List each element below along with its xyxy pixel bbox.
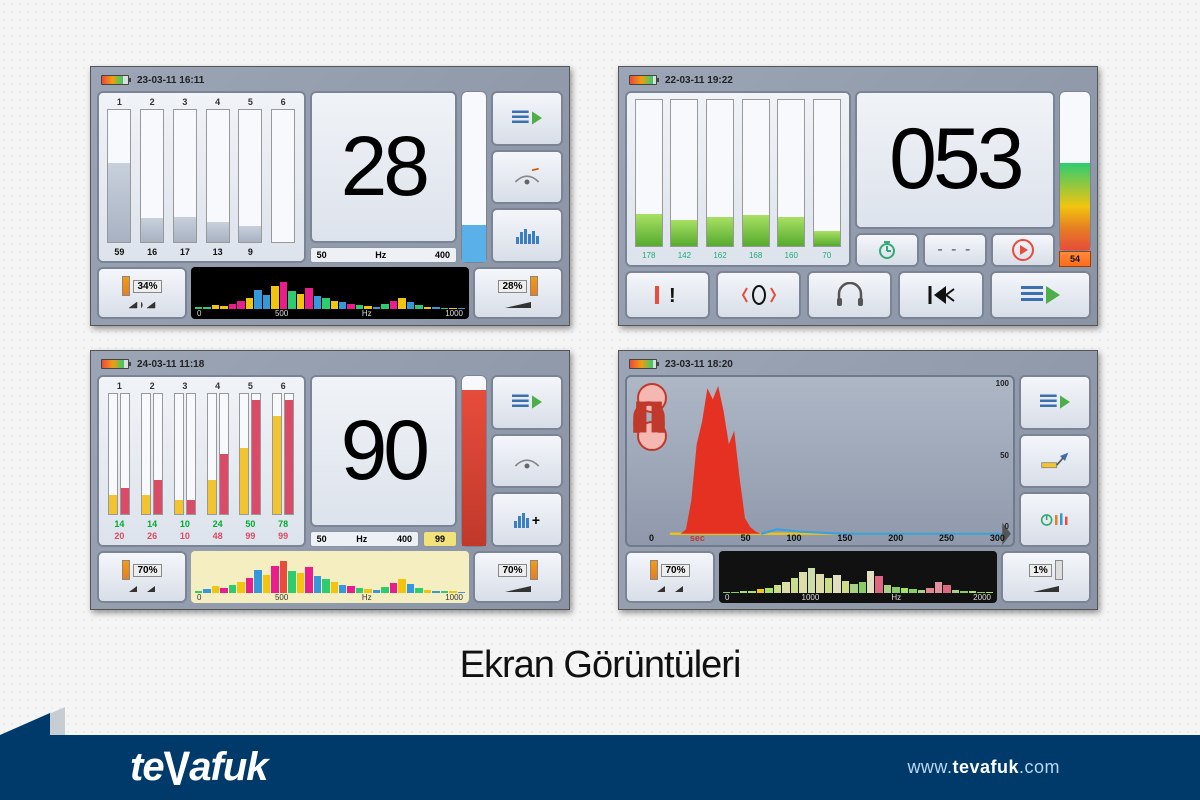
left-volume-button[interactable]: 70% xyxy=(625,551,715,603)
timestamp: 22-03-11 19:22 xyxy=(665,75,733,86)
level-meter xyxy=(461,375,487,547)
sensor-button[interactable] xyxy=(491,150,563,205)
level-meter xyxy=(1059,91,1091,251)
hz-range: 50 Hz 400 xyxy=(310,247,457,263)
alert-button[interactable]: ! xyxy=(625,271,710,319)
hz-range: 50Hz400 xyxy=(310,531,419,547)
device-screen-4: 23-03-11 18:20 100500 0 xyxy=(618,350,1098,610)
topbar: 23-03-11 16:11 xyxy=(97,73,563,87)
play-button[interactable] xyxy=(991,233,1055,267)
menu-button[interactable] xyxy=(1019,375,1091,430)
battery-icon xyxy=(629,359,657,369)
timestamp: 24-03-11 11:18 xyxy=(137,359,204,370)
main-reading: 90 xyxy=(310,375,457,527)
spectrum-display: 0500Hz1000 xyxy=(191,267,469,319)
right-volume-button[interactable]: 28% xyxy=(473,267,563,319)
spectrum-display: 01000Hz2000 xyxy=(719,551,997,603)
menu-button[interactable] xyxy=(491,91,563,146)
topbar: 22-03-11 19:22 xyxy=(625,73,1091,87)
topbar: 23-03-11 18:20 xyxy=(625,357,1091,371)
side-buttons xyxy=(1019,375,1091,547)
topbar: 24-03-11 11:18 xyxy=(97,357,563,371)
headphones-button[interactable] xyxy=(807,271,892,319)
skip-back-button[interactable] xyxy=(898,271,983,319)
bars-panel: 123456 141410245078 202610489999 xyxy=(97,375,306,547)
device-screen-1: 23-03-11 16:11 123456 591617139 28 50 Hz… xyxy=(90,66,570,326)
timer-button[interactable] xyxy=(855,233,919,267)
menu-back-button[interactable] xyxy=(990,271,1091,319)
side-buttons: + xyxy=(491,375,563,547)
bars-panel: 123456 591617139 xyxy=(97,91,306,263)
histogram-button[interactable] xyxy=(491,208,563,263)
svg-text:!: ! xyxy=(669,285,676,307)
device-screen-2: 22-03-11 19:22 17814216216816070 053 - -… xyxy=(618,66,1098,326)
left-volume-button[interactable]: 34% xyxy=(97,267,187,319)
battery-icon xyxy=(101,75,129,85)
aux-value: 99 xyxy=(423,531,457,547)
screens-grid: 23-03-11 16:11 123456 591617139 28 50 Hz… xyxy=(0,0,1200,620)
battery-icon xyxy=(629,75,657,85)
footer: teVafuk www.tevafuk.com xyxy=(0,735,1200,800)
right-volume-button[interactable]: 70% xyxy=(473,551,563,603)
main-reading: 28 xyxy=(310,91,457,243)
left-volume-button[interactable]: 70% xyxy=(97,551,187,603)
menu-button[interactable] xyxy=(491,375,563,430)
sensor-button[interactable] xyxy=(491,434,563,489)
bars-panel: 17814216216816070 xyxy=(625,91,851,267)
spectrum-display: 0500Hz1000 xyxy=(191,551,469,603)
side-buttons xyxy=(491,91,563,263)
battery-icon xyxy=(101,359,129,369)
footer-url: www.tevafuk.com xyxy=(907,757,1060,778)
timestamp: 23-03-11 18:20 xyxy=(665,359,733,370)
caption: Ekran Görüntüleri xyxy=(0,644,1200,687)
right-volume-button[interactable]: 1% xyxy=(1001,551,1091,603)
level-meter xyxy=(461,91,487,263)
probe-button[interactable] xyxy=(1019,434,1091,489)
orange-indicator: 54 xyxy=(1059,251,1091,267)
main-reading: 053 xyxy=(855,91,1055,229)
device-screen-3: 24-03-11 11:18 123456 141410245078 20261… xyxy=(90,350,570,610)
dashes-button[interactable]: - - - xyxy=(923,233,987,267)
logo: teVafuk xyxy=(130,745,268,790)
tools-button[interactable] xyxy=(1019,492,1091,547)
zero-button[interactable] xyxy=(716,271,801,319)
time-graph: 100500 0 sec 50 100 150 200 250 300 xyxy=(625,375,1015,547)
histogram-plus-button[interactable]: + xyxy=(491,492,563,547)
timestamp: 23-03-11 16:11 xyxy=(137,75,204,86)
